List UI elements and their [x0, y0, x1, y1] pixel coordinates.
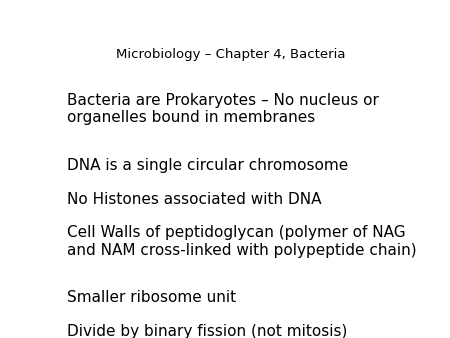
Text: Divide by binary fission (not mitosis): Divide by binary fission (not mitosis) [67, 324, 347, 338]
Text: DNA is a single circular chromosome: DNA is a single circular chromosome [67, 158, 348, 173]
Text: Microbiology – Chapter 4, Bacteria: Microbiology – Chapter 4, Bacteria [116, 48, 346, 62]
Text: Smaller ribosome unit: Smaller ribosome unit [67, 290, 236, 306]
Text: No Histones associated with DNA: No Histones associated with DNA [67, 192, 321, 207]
Text: Bacteria are Prokaryotes – No nucleus or
organelles bound in membranes: Bacteria are Prokaryotes – No nucleus or… [67, 93, 378, 125]
Text: Cell Walls of peptidoglycan (polymer of NAG
and NAM cross-linked with polypeptid: Cell Walls of peptidoglycan (polymer of … [67, 225, 416, 258]
